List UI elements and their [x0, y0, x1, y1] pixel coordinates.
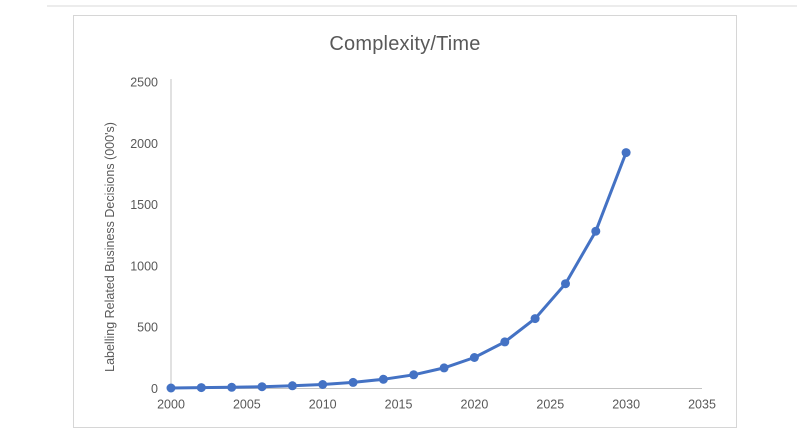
data-point-marker — [469, 353, 479, 362]
x-tick-label: 2000 — [157, 398, 185, 412]
data-point-marker — [621, 148, 631, 158]
data-point-marker — [348, 377, 358, 387]
data-point-marker — [257, 382, 267, 392]
data-point-marker — [166, 383, 176, 393]
data-point-marker — [318, 380, 328, 389]
chart-frame: Complexity/Time Labelling Related Busine… — [73, 15, 737, 428]
data-point-marker — [561, 279, 570, 289]
x-tick-label: 2010 — [309, 398, 337, 412]
y-tick-label: 500 — [137, 321, 158, 335]
data-point-marker — [409, 370, 419, 380]
chart-title: Complexity/Time — [329, 33, 481, 55]
x-tick-label: 2035 — [688, 398, 716, 412]
y-tick-label: 2500 — [130, 76, 158, 90]
data-point-marker — [591, 226, 601, 236]
x-tick-label: 2030 — [612, 398, 640, 412]
x-tick-label: 2015 — [385, 398, 413, 412]
data-point-marker — [227, 382, 237, 392]
y-tick-label: 2000 — [130, 137, 158, 151]
line-chart-plot-area: 0 500 1000 1500 2000 2500 2000 2005 2010 2015 2020… — [130, 76, 716, 412]
y-tick-label: 1000 — [130, 259, 158, 273]
data-point-marker — [439, 363, 449, 373]
series-line — [169, 151, 628, 390]
x-tick-label: 2025 — [536, 398, 564, 412]
x-tick-label: 2020 — [461, 398, 489, 412]
data-point-marker — [500, 337, 510, 347]
data-point-marker — [196, 383, 206, 393]
y-tick-label: 1500 — [130, 198, 158, 212]
data-point-marker — [378, 374, 388, 384]
y-tick-label: 0 — [151, 382, 158, 396]
data-point-marker — [530, 314, 540, 324]
data-point-marker — [287, 381, 297, 391]
page-top-divider — [47, 5, 797, 7]
x-tick-label: 2005 — [233, 398, 261, 412]
